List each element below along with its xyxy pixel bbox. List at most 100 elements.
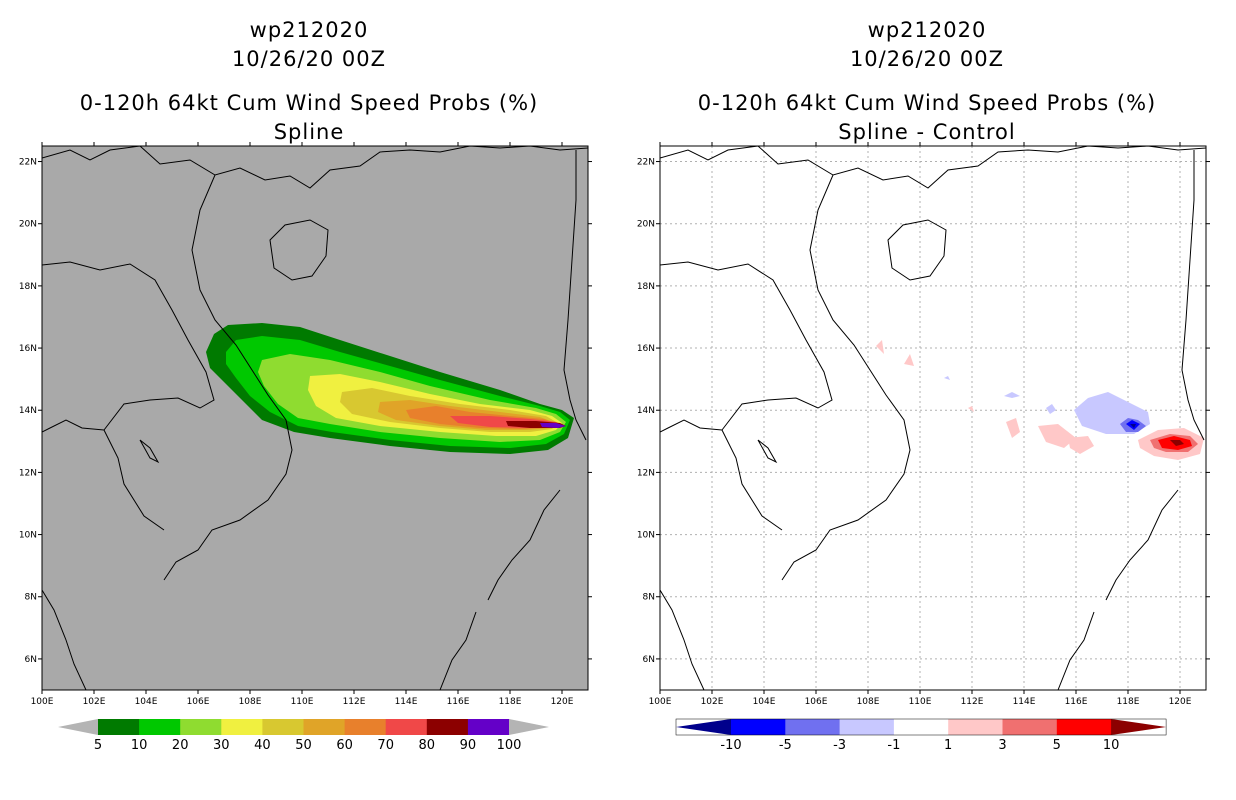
lon-label: 118E [499, 697, 522, 707]
lon-label: 102E [701, 697, 724, 707]
lat-label: 18N [637, 282, 655, 292]
lon-label: 108E [239, 697, 262, 707]
colorbar-swatch [426, 719, 469, 735]
lat-label: 20N [19, 220, 37, 230]
lon-label: 112E [961, 697, 984, 707]
colorbar-swatch [785, 719, 841, 735]
lat-label: 8N [643, 593, 655, 603]
colorbar-label: 40 [254, 738, 271, 753]
lon-label: 118E [1117, 697, 1140, 707]
axis-ticks: 22N 20N 18N 16N 14N 12N 10N 8N 6N 100E 102E 104E 106… [637, 142, 1210, 707]
date-title: 10/26/20 00Z [849, 47, 1005, 71]
colorbar-swatch [221, 719, 263, 735]
variant-title: Spline [273, 120, 345, 144]
colorbar-label: 60 [336, 738, 353, 753]
lon-label: 112E [343, 697, 366, 707]
diff-pos-1e [876, 340, 884, 354]
colorbar-label: -5 [779, 738, 792, 753]
lat-label: 12N [637, 468, 655, 478]
lat-label: 16N [19, 344, 37, 354]
lon-label: 106E [187, 697, 210, 707]
colorbar-label: 80 [419, 738, 436, 753]
lat-label: 18N [19, 282, 37, 292]
difference-field [876, 340, 1204, 460]
map-frame [659, 145, 1207, 691]
probability-swath [206, 323, 574, 454]
colorbar-end-right [1111, 719, 1167, 735]
lat-label: 22N [637, 158, 655, 168]
lat-label: 10N [637, 531, 655, 541]
lat-label: 12N [19, 468, 37, 478]
lon-label: 104E [135, 697, 158, 707]
lat-label: 6N [643, 655, 655, 665]
product-title: 0-120h 64kt Cum Wind Speed Probs (%) [79, 91, 539, 115]
storm-id-title: wp212020 [249, 18, 369, 42]
lat-label: 6N [25, 655, 37, 665]
colorbar-label: 100 [497, 738, 522, 753]
lon-label: 114E [395, 697, 418, 707]
date-title: 10/26/20 00Z [231, 47, 387, 71]
lon-label: 114E [1013, 697, 1036, 707]
lon-label: 120E [551, 697, 574, 707]
colorbar-end-right [509, 719, 549, 735]
colorbar-outline [675, 718, 1167, 736]
diff-pos-1g [968, 406, 974, 412]
panel-spline: wp212020 10/26/20 00Z 0-120h 64kt Cum Wi… [19, 18, 592, 753]
lon-label: 100E [649, 697, 672, 707]
colorbar-swatch [1056, 719, 1112, 735]
colorbar-swatch [839, 719, 895, 735]
colorbar-label: 70 [377, 738, 394, 753]
lon-label: 106E [805, 697, 828, 707]
colorbar-end-left [676, 719, 731, 735]
diff-neg-1d [944, 376, 950, 380]
colorbar-label: 5 [1053, 738, 1061, 753]
diff-pos-1f [904, 354, 914, 366]
lat-label: 22N [19, 158, 37, 168]
colorbar-swatch [731, 719, 786, 735]
diff-neg-10 [1130, 424, 1136, 428]
colorbar-swatch [180, 719, 222, 735]
colorbar-swatch [1002, 719, 1058, 735]
colorbar: -10 -5 -3 -1 1 3 5 10 [675, 718, 1167, 753]
colorbar-label: 50 [295, 738, 312, 753]
colorbar-label: 10 [131, 738, 148, 753]
lat-label: 20N [637, 220, 655, 230]
lat-label: 8N [25, 593, 37, 603]
colorbar-label: -1 [887, 738, 900, 753]
coastlines [660, 146, 1206, 690]
lon-label: 120E [1169, 697, 1192, 707]
colorbar-label: 90 [460, 738, 477, 753]
colorbar-swatch [303, 719, 346, 735]
colorbar-label: 3 [998, 738, 1006, 753]
axis-ticks: 22N 20N 18N 16N 14N 12N 10N 8N 6N 100E 102E 104E 106… [19, 142, 592, 707]
lat-label: 14N [637, 406, 655, 416]
lon-label: 108E [857, 697, 880, 707]
colorbar-swatch [385, 719, 428, 735]
colorbar-swatch [893, 719, 949, 735]
diff-pos-1b [1038, 424, 1076, 448]
colorbar-swatch [344, 719, 387, 735]
lon-label: 110E [291, 697, 314, 707]
colorbar-label: 5 [94, 738, 102, 753]
lat-label: 14N [19, 406, 37, 416]
lon-label: 116E [1065, 697, 1088, 707]
colorbar: 5 10 20 30 40 50 60 70 80 90 100 [58, 719, 549, 753]
colorbar-swatch [948, 719, 1003, 735]
product-title: 0-120h 64kt Cum Wind Speed Probs (%) [697, 91, 1157, 115]
diff-neg-1c [1046, 404, 1056, 414]
storm-id-title: wp212020 [867, 18, 987, 42]
diff-pos-1d [1006, 418, 1020, 438]
colorbar-end-left [58, 719, 98, 735]
map-spline-control: 22N 20N 18N 16N 14N 12N 10N 8N 6N 100E 102E 104E 106… [637, 142, 1210, 753]
colorbar-label: 10 [1103, 738, 1120, 753]
colorbar-label: 30 [213, 738, 230, 753]
coastlines [42, 146, 588, 690]
lon-label: 100E [31, 697, 54, 707]
diff-neg-1b [1004, 392, 1020, 398]
lon-label: 104E [753, 697, 776, 707]
colorbar-swatch [262, 719, 304, 735]
colorbar-swatch [98, 719, 140, 735]
colorbar-label: 20 [172, 738, 189, 753]
colorbar-swatch [467, 719, 510, 735]
